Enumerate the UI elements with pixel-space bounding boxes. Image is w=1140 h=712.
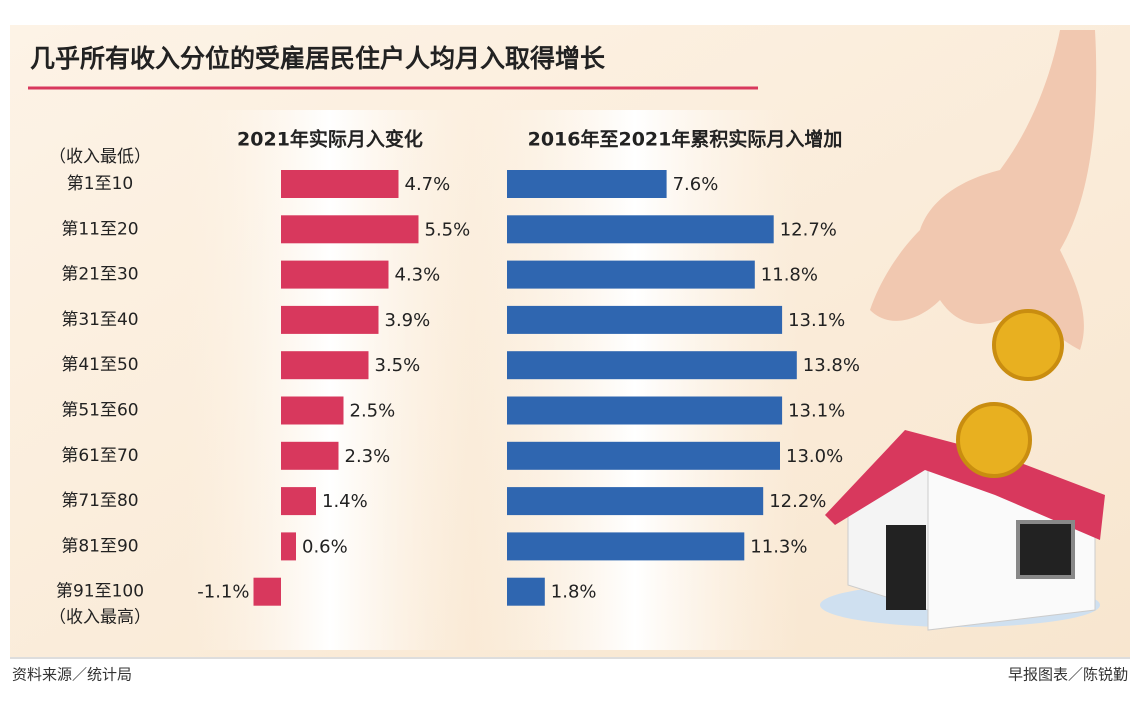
credit: 早报图表／陈锐勤: [1008, 666, 1128, 684]
panel-heading: 2016年至2021年累积实际月入增加: [528, 128, 843, 151]
category-label: 第81至90: [61, 536, 138, 556]
bar: [281, 351, 369, 380]
bar: [507, 487, 764, 516]
value-label: 1.4%: [322, 491, 368, 512]
value-label: 2.5%: [350, 401, 396, 422]
bar: [507, 441, 780, 470]
value-label: 5.5%: [425, 219, 471, 240]
bar: [281, 305, 379, 334]
value-label: 13.1%: [788, 401, 845, 422]
bar: [253, 577, 281, 606]
chart-title: 几乎所有收入分位的受雇居民住户人均月入取得增长: [30, 44, 606, 73]
value-label: 13.8%: [803, 355, 860, 376]
coin: [956, 402, 1032, 478]
value-label: -1.1%: [197, 582, 249, 603]
category-label: 第21至30: [61, 265, 138, 285]
value-label: 12.2%: [769, 491, 826, 512]
bar: [507, 170, 667, 198]
category-label: 第1至10: [67, 174, 133, 194]
category-label: 第61至70: [61, 446, 138, 466]
bar: [281, 441, 339, 470]
value-label: 11.8%: [761, 265, 818, 286]
coin: [992, 309, 1064, 381]
illustration: [820, 30, 1105, 631]
value-label: 13.1%: [788, 310, 845, 331]
bar: [507, 532, 745, 561]
panel-heading: 2021年实际月入变化: [237, 128, 423, 151]
category-label: 第11至20: [61, 219, 138, 239]
door: [886, 525, 926, 610]
bar: [507, 577, 545, 606]
category-label: 第31至40: [61, 310, 138, 330]
category-label: 第41至50: [61, 355, 138, 375]
bar: [281, 170, 399, 198]
value-label: 7.6%: [673, 174, 719, 195]
bar: [507, 305, 783, 334]
roof: [825, 430, 1105, 540]
bar: [507, 396, 783, 425]
bar: [281, 487, 316, 516]
value-label: 4.7%: [405, 174, 451, 195]
bar: [507, 215, 774, 244]
value-label: 0.6%: [302, 536, 348, 557]
bar: [281, 260, 389, 289]
value-label: 11.3%: [750, 536, 807, 557]
value-label: 2.3%: [345, 446, 391, 467]
annotation: （收入最高）: [49, 608, 151, 628]
value-label: 3.5%: [375, 355, 421, 376]
value-label: 4.3%: [395, 265, 441, 286]
value-label: 12.7%: [780, 219, 837, 240]
source: 资料来源／统计局: [12, 666, 132, 684]
category-label: 第91至100: [56, 582, 144, 602]
value-label: 13.0%: [786, 446, 843, 467]
bar: [281, 532, 296, 561]
category-label: 第51至60: [61, 401, 138, 421]
window: [1016, 520, 1075, 579]
bar: [507, 260, 755, 289]
value-label: 3.9%: [385, 310, 431, 331]
panel-bg: [185, 110, 475, 650]
bar: [281, 396, 344, 425]
category-label: 第71至80: [61, 491, 138, 511]
bar: [281, 215, 419, 244]
annotation: （收入最低）: [49, 147, 151, 167]
hand: [870, 30, 1097, 350]
value-label: 1.8%: [551, 582, 597, 603]
bar: [507, 351, 797, 380]
